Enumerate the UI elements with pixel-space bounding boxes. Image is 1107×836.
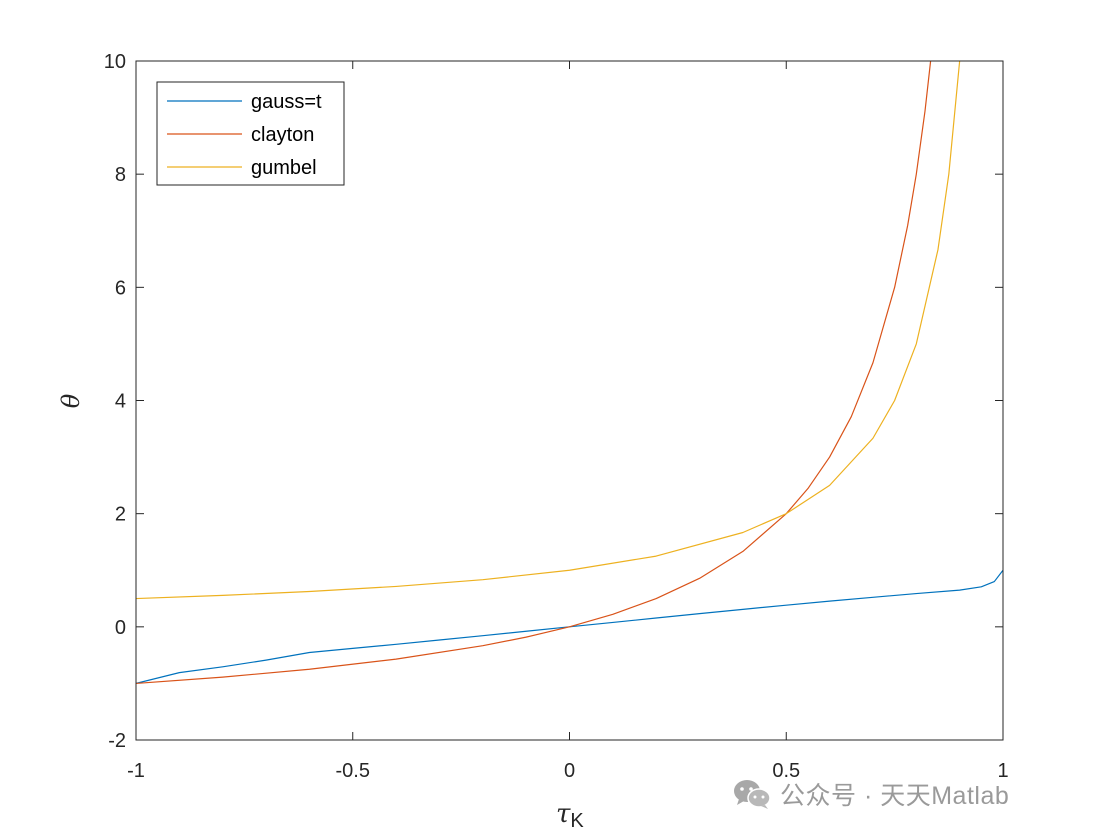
y-tick-label: -2	[108, 730, 126, 752]
legend: gauss=t clayton gumbel	[156, 81, 345, 186]
x-tick-label: -0.5	[336, 760, 370, 782]
x-tick-label: 1	[997, 760, 1008, 782]
legend-label: gauss=t	[251, 91, 322, 113]
y-tick-label: 8	[115, 164, 126, 186]
x-tick-label: -1	[127, 760, 145, 782]
y-tick-label: 0	[115, 617, 126, 639]
series-line-gumbel	[136, 61, 961, 600]
y-axis-label: θ	[57, 393, 85, 408]
wechat-icon	[734, 780, 771, 809]
series-line-gauss-t	[136, 569, 1003, 685]
x-tick-label: 0.5	[772, 760, 800, 782]
legend-label: gumbel	[251, 157, 317, 179]
watermark-text: 公众号 · 天天Matlab	[780, 782, 1010, 810]
legend-label: clayton	[251, 124, 314, 146]
series-line-clayton	[136, 61, 932, 685]
y-tick-label: 2	[115, 504, 126, 526]
series-layer	[136, 61, 1003, 685]
x-axis-label: τK	[556, 799, 584, 832]
y-tick-label: 4	[115, 391, 126, 413]
y-tick-label: 6	[115, 277, 126, 299]
x-tick-label: 0	[564, 760, 575, 782]
y-tick-label: 10	[104, 51, 126, 73]
tick-layer: -1 -0.5 0 0.5 1 -2 0 2 4 6 8 10	[104, 51, 1009, 782]
watermark: 公众号 · 天天Matlab	[732, 776, 1009, 812]
